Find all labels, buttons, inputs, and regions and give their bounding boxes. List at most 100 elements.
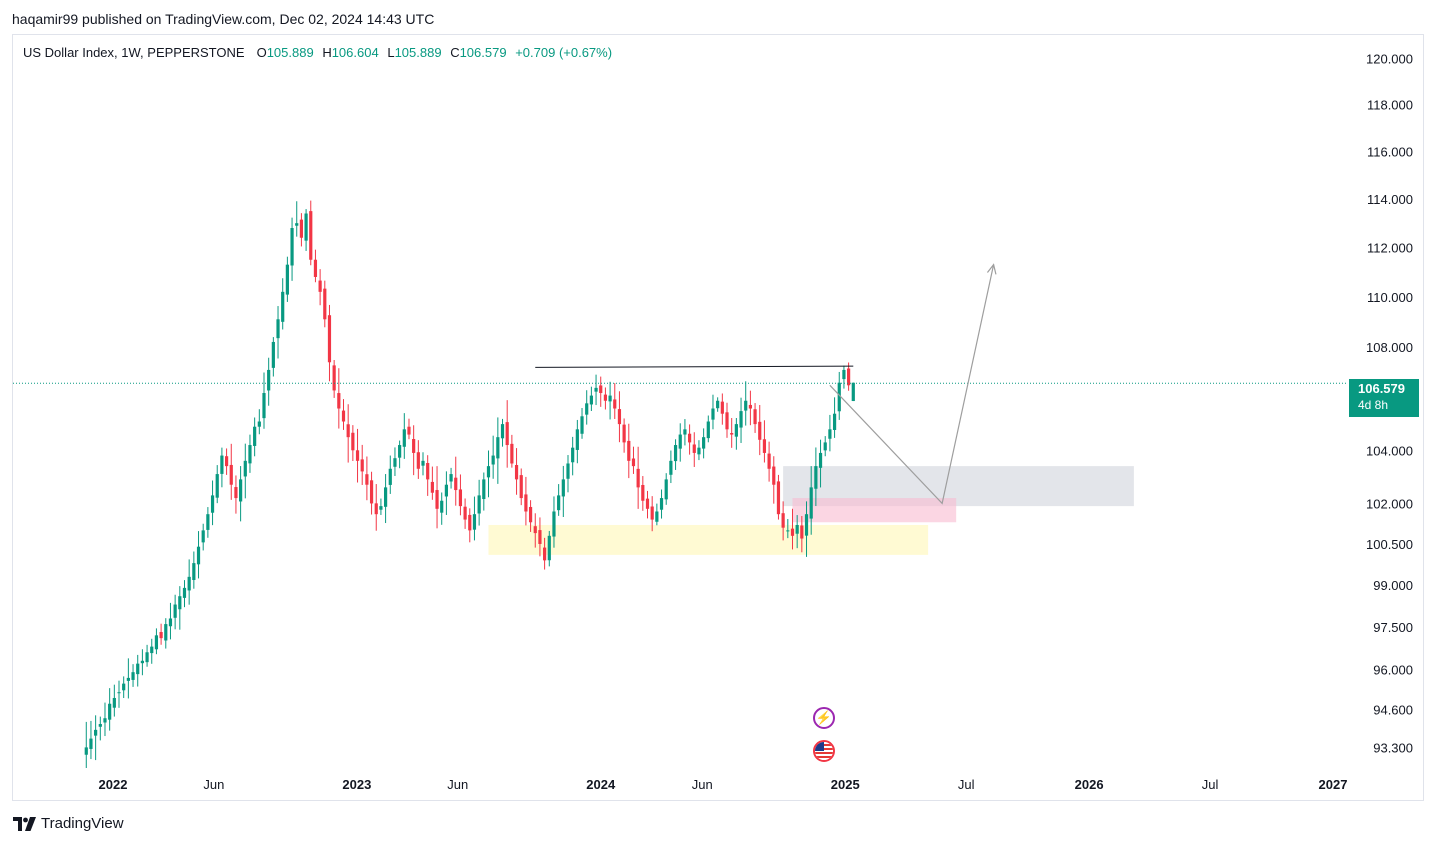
candle-body xyxy=(159,632,163,639)
projection-path[interactable] xyxy=(829,264,995,505)
candle-body xyxy=(631,458,636,467)
candle-body xyxy=(809,487,813,519)
candle xyxy=(706,415,710,443)
candle xyxy=(767,441,771,482)
candle xyxy=(224,448,229,475)
candle-body xyxy=(468,514,472,531)
x-tick-label: 2024 xyxy=(586,777,616,792)
candle-body xyxy=(224,456,229,467)
candle xyxy=(187,559,191,605)
candle-body xyxy=(706,421,710,439)
candle xyxy=(103,702,107,737)
candle-body xyxy=(730,433,734,435)
candle xyxy=(98,716,102,741)
candle xyxy=(267,357,271,406)
candle-body xyxy=(767,453,771,469)
x-tick-label: Jun xyxy=(692,777,713,792)
candle xyxy=(346,404,350,463)
candle xyxy=(716,397,720,412)
candle xyxy=(257,409,261,435)
candle-body xyxy=(444,484,448,497)
candle-body xyxy=(823,442,827,451)
candle-body xyxy=(814,466,818,489)
candles-layer xyxy=(84,200,855,768)
candle xyxy=(285,256,289,302)
candle-body xyxy=(281,291,285,322)
candle xyxy=(458,474,463,516)
y-tick-label: 116.000 xyxy=(1367,144,1413,159)
candle xyxy=(800,516,804,553)
candle xyxy=(725,402,729,438)
chart-frame[interactable] xyxy=(12,34,1424,801)
candle xyxy=(145,644,149,667)
candle-body xyxy=(393,458,397,467)
candle-body xyxy=(369,480,374,504)
candle xyxy=(234,475,238,514)
close-value: 106.579 xyxy=(459,45,507,60)
candle xyxy=(323,280,327,328)
candle-body xyxy=(379,506,383,510)
candle xyxy=(772,456,776,504)
y-tick-label: 104.000 xyxy=(1366,443,1413,458)
candle xyxy=(744,381,748,426)
candle xyxy=(575,419,579,464)
candle xyxy=(636,446,640,509)
candle-body xyxy=(276,319,280,339)
candle-body xyxy=(486,466,491,478)
candle-body xyxy=(552,511,556,537)
candle xyxy=(192,551,196,589)
candle-body xyxy=(140,660,144,664)
candle-body xyxy=(126,677,130,681)
candle-body xyxy=(365,474,369,485)
candle xyxy=(281,278,285,330)
candle xyxy=(253,417,257,457)
candle xyxy=(318,269,322,306)
us-flag-event-icon[interactable] xyxy=(813,740,835,762)
candle xyxy=(126,658,130,699)
candle xyxy=(566,455,570,493)
candle xyxy=(655,503,659,526)
candle xyxy=(468,508,472,543)
candle xyxy=(412,425,416,476)
candle xyxy=(543,537,547,570)
candle-body xyxy=(304,213,308,241)
candle-body xyxy=(716,400,720,409)
candle-body xyxy=(692,444,696,453)
candle-body xyxy=(772,466,776,485)
candle-body xyxy=(842,369,846,380)
candle xyxy=(309,200,313,266)
candle xyxy=(388,455,392,494)
candle-body xyxy=(290,228,294,266)
candle xyxy=(168,602,173,640)
candle-body xyxy=(108,703,112,720)
demand-zone-pink[interactable] xyxy=(792,498,957,523)
lightning-event-icon[interactable]: ⚡ xyxy=(813,707,835,729)
change-value: +0.709 (+0.67%) xyxy=(515,45,613,60)
candle-body xyxy=(374,503,378,515)
candle xyxy=(426,455,430,496)
candle xyxy=(519,468,523,506)
candle xyxy=(360,444,364,485)
candle xyxy=(533,513,537,548)
candle xyxy=(271,337,275,377)
y-tick-label: 112.000 xyxy=(1367,241,1413,256)
x-tick-label: 2022 xyxy=(99,777,128,792)
candle xyxy=(463,498,467,529)
candle xyxy=(477,479,481,526)
resistance-trendline[interactable] xyxy=(535,365,854,368)
candle-body xyxy=(571,447,575,463)
candle-body xyxy=(828,429,832,439)
y-tick-label: 96.000 xyxy=(1373,662,1413,677)
x-tick-label: Jul xyxy=(958,777,975,792)
candle-body xyxy=(678,434,682,449)
support-zone-yellow[interactable] xyxy=(488,524,929,555)
candle xyxy=(210,480,215,526)
tradingview-brand[interactable]: TradingView xyxy=(13,815,124,832)
symbol-name[interactable]: US Dollar Index, 1W, PEPPERSTONE xyxy=(23,45,245,60)
candle-body xyxy=(402,429,406,447)
candle xyxy=(164,618,168,649)
candle-body xyxy=(589,395,593,405)
candle-body xyxy=(332,365,336,391)
candle-body xyxy=(215,474,219,498)
